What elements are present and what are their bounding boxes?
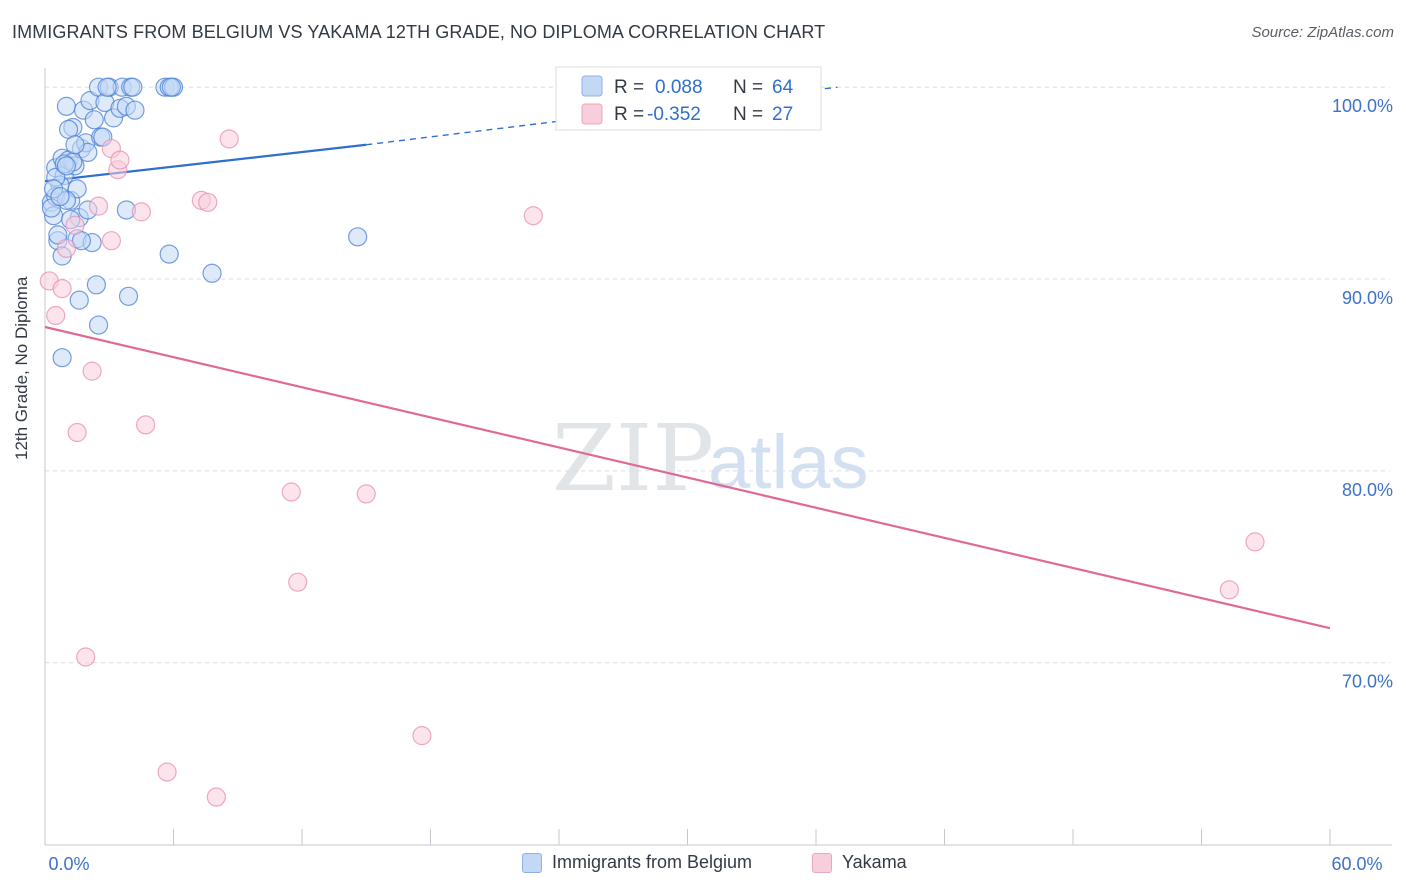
point-yakama <box>288 572 308 592</box>
legend-item-yakama[interactable]: Yakama <box>812 852 907 873</box>
point-yakama <box>1245 532 1265 552</box>
legend-n-value-belgium: 64 <box>772 77 794 98</box>
point-yakama <box>65 215 85 235</box>
point-belgium <box>84 110 104 130</box>
x-tick-label: 0.0% <box>48 854 89 874</box>
legend-r-value-belgium: 0.088 <box>655 77 703 98</box>
point-belgium <box>86 275 107 295</box>
trend-line-belgium-extension <box>366 86 838 146</box>
point-yakama <box>82 361 102 381</box>
point-belgium <box>97 77 117 97</box>
point-yakama <box>412 726 432 746</box>
y-tick-label: 80.0% <box>1342 480 1393 500</box>
point-belgium <box>50 186 70 207</box>
y-tick-label: 70.0% <box>1342 672 1393 692</box>
chart-title: IMMIGRANTS FROM BELGIUM VS YAKAMA 12TH G… <box>12 22 826 42</box>
point-belgium <box>52 348 72 368</box>
legend-top-swatch-yakama <box>581 103 603 125</box>
legend-top-swatch-belgium <box>581 75 603 97</box>
point-yakama <box>206 787 226 807</box>
legend-label-belgium: Immigrants from Belgium <box>552 852 753 872</box>
chart-source: Source: ZipAtlas.com <box>1251 24 1394 41</box>
y-axis-label: 12th Grade, No Diploma <box>12 276 31 460</box>
point-yakama <box>131 202 151 222</box>
watermark-zip: ZIP <box>552 405 714 512</box>
point-yakama <box>523 206 543 226</box>
point-yakama <box>46 305 66 326</box>
data-points <box>39 77 1265 807</box>
legend-swatch-belgium <box>522 852 542 873</box>
watermark-atlas: atlas <box>708 420 869 505</box>
point-yakama <box>157 762 177 782</box>
legend-swatch-yakama <box>812 852 832 873</box>
point-yakama <box>52 279 72 299</box>
legend-n-label-yakama: N = <box>733 104 763 125</box>
point-belgium <box>118 286 139 306</box>
point-belgium <box>123 77 143 97</box>
point-belgium <box>202 263 222 283</box>
point-yakama <box>136 415 156 435</box>
point-belgium <box>348 227 368 247</box>
x-tick-label: 60.0% <box>1331 854 1382 874</box>
y-tick-labels: 100.0% 90.0% 80.0% 70.0% <box>1332 96 1393 692</box>
point-belgium <box>48 225 68 245</box>
legend-r-label-belgium: R = <box>614 77 644 98</box>
point-yakama <box>281 482 301 502</box>
legend-bottom: Immigrants from Belgium Yakama <box>0 852 1406 878</box>
trend-lines <box>44 86 1331 630</box>
point-yakama <box>76 647 96 667</box>
point-yakama <box>110 150 130 170</box>
point-belgium <box>125 100 145 120</box>
point-belgium <box>69 290 89 310</box>
point-belgium <box>88 315 109 335</box>
trend-line-yakama <box>44 325 1331 630</box>
point-yakama <box>101 231 121 251</box>
trend-line-belgium <box>44 143 367 183</box>
point-belgium <box>159 244 179 264</box>
point-yakama <box>219 129 239 149</box>
legend-item-belgium[interactable]: Immigrants from Belgium <box>522 852 752 873</box>
legend-top: R = 0.088 N = 64 R = -0.352 N = 27 <box>555 66 822 131</box>
point-yakama <box>67 422 87 443</box>
legend-r-value-yakama: -0.352 <box>647 104 701 125</box>
point-yakama <box>198 192 218 212</box>
point-belgium <box>161 77 181 97</box>
point-belgium <box>65 135 85 155</box>
point-yakama <box>356 484 376 504</box>
point-belgium <box>56 156 77 176</box>
point-yakama <box>56 238 77 258</box>
legend-n-value-yakama: 27 <box>772 104 793 125</box>
y-tick-label: 100.0% <box>1332 96 1393 116</box>
y-tick-label: 90.0% <box>1342 288 1393 308</box>
point-belgium <box>56 96 77 116</box>
point-yakama <box>1219 580 1239 600</box>
legend-label-yakama: Yakama <box>842 852 907 872</box>
legend-r-label-yakama: R = <box>614 104 644 125</box>
point-yakama <box>88 196 109 216</box>
x-tick-labels: 0.0% 60.0% <box>48 854 1382 874</box>
legend-n-label-belgium: N = <box>733 77 763 98</box>
watermark: ZIP atlas <box>552 405 869 512</box>
